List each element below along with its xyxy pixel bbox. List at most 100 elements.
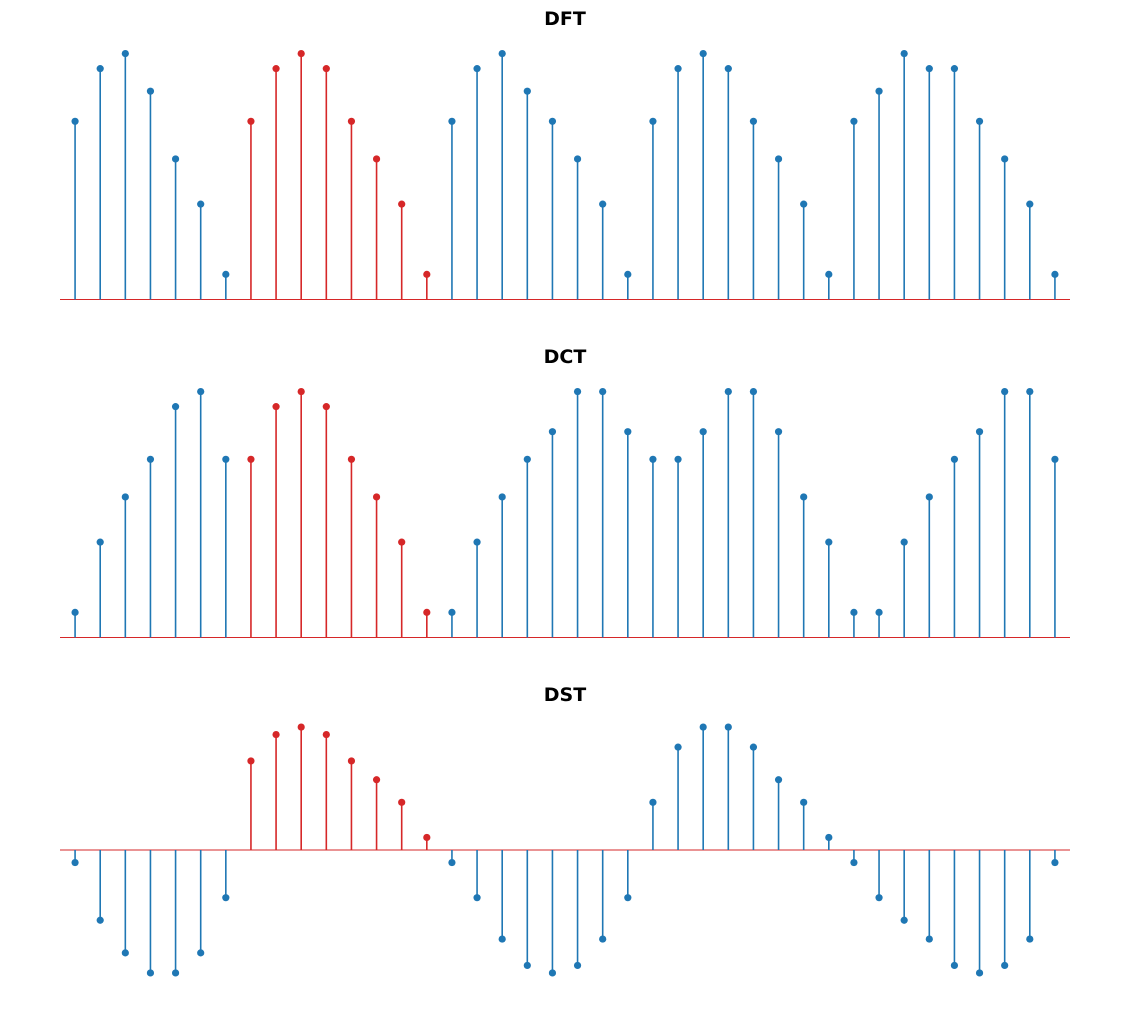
stem-marker	[298, 50, 305, 57]
stem-marker	[1051, 859, 1058, 866]
stem-marker	[398, 799, 405, 806]
stem-marker	[272, 65, 279, 72]
stem-marker	[373, 776, 380, 783]
stem-marker	[448, 609, 455, 616]
stem-marker	[524, 456, 531, 463]
stem-marker	[348, 757, 355, 764]
stem-marker	[926, 935, 933, 942]
stem-marker	[272, 731, 279, 738]
stem-marker	[725, 388, 732, 395]
stem-marker	[473, 539, 480, 546]
stem-marker	[122, 50, 129, 57]
stem-marker	[850, 118, 857, 125]
stem-marker	[398, 539, 405, 546]
stem-marker	[348, 118, 355, 125]
stem-marker	[875, 894, 882, 901]
stem-marker	[926, 493, 933, 500]
stem-marker	[448, 859, 455, 866]
stem-marker	[147, 969, 154, 976]
stem-marker	[976, 428, 983, 435]
stem-marker	[875, 88, 882, 95]
stem-marker	[901, 539, 908, 546]
stem-marker	[700, 723, 707, 730]
stem-marker	[700, 428, 707, 435]
stem-marker	[122, 493, 129, 500]
stem-marker	[499, 493, 506, 500]
stem-marker	[524, 962, 531, 969]
stem-marker	[172, 969, 179, 976]
stem-marker	[71, 609, 78, 616]
stem-marker	[423, 609, 430, 616]
stem-marker	[272, 403, 279, 410]
stem-marker	[599, 388, 606, 395]
stem-marker	[624, 271, 631, 278]
stem-marker	[172, 403, 179, 410]
stem-marker	[1051, 456, 1058, 463]
stem-marker	[499, 50, 506, 57]
dst-title: DST	[0, 684, 1130, 706]
dct-stem-plot	[60, 374, 1070, 650]
stem-marker	[750, 744, 757, 751]
stem-marker	[850, 859, 857, 866]
stem-marker	[247, 118, 254, 125]
stem-marker	[71, 859, 78, 866]
stem-marker	[775, 428, 782, 435]
stem-marker	[524, 88, 531, 95]
stem-marker	[1001, 155, 1008, 162]
stem-marker	[348, 456, 355, 463]
stem-marker	[323, 403, 330, 410]
dft-stem-plot	[60, 36, 1070, 312]
stem-marker	[97, 917, 104, 924]
stem-marker	[951, 962, 958, 969]
stem-marker	[222, 894, 229, 901]
stem-marker	[323, 65, 330, 72]
stem-marker	[624, 894, 631, 901]
stem-marker	[951, 65, 958, 72]
stem-marker	[574, 388, 581, 395]
stem-marker	[599, 201, 606, 208]
stem-marker	[197, 949, 204, 956]
stem-marker	[549, 969, 556, 976]
stem-marker	[901, 50, 908, 57]
stem-marker	[750, 388, 757, 395]
stem-marker	[875, 609, 882, 616]
stem-marker	[725, 723, 732, 730]
stem-marker	[800, 493, 807, 500]
stem-marker	[373, 493, 380, 500]
stem-marker	[172, 155, 179, 162]
stem-marker	[197, 388, 204, 395]
stem-marker	[599, 935, 606, 942]
stem-marker	[197, 201, 204, 208]
stem-marker	[775, 776, 782, 783]
stem-marker	[147, 456, 154, 463]
stem-marker	[574, 962, 581, 969]
stem-marker	[649, 799, 656, 806]
stem-marker	[247, 757, 254, 764]
stem-marker	[1026, 935, 1033, 942]
stem-marker	[499, 935, 506, 942]
stem-marker	[147, 88, 154, 95]
stem-marker	[901, 917, 908, 924]
stem-marker	[298, 388, 305, 395]
stem-marker	[97, 539, 104, 546]
stem-marker	[373, 155, 380, 162]
stem-marker	[549, 428, 556, 435]
stem-marker	[1026, 201, 1033, 208]
stem-marker	[1001, 388, 1008, 395]
stem-marker	[298, 723, 305, 730]
dst-stem-plot	[60, 712, 1070, 988]
stem-marker	[674, 744, 681, 751]
stem-marker	[850, 609, 857, 616]
stem-marker	[750, 118, 757, 125]
stem-marker	[775, 155, 782, 162]
stem-marker	[1026, 388, 1033, 395]
stem-marker	[825, 539, 832, 546]
stem-marker	[448, 118, 455, 125]
figure-container: DFTDCTDST	[0, 0, 1130, 1018]
stem-marker	[71, 118, 78, 125]
stem-marker	[247, 456, 254, 463]
stem-marker	[97, 65, 104, 72]
stem-marker	[624, 428, 631, 435]
stem-marker	[725, 65, 732, 72]
stem-marker	[649, 456, 656, 463]
